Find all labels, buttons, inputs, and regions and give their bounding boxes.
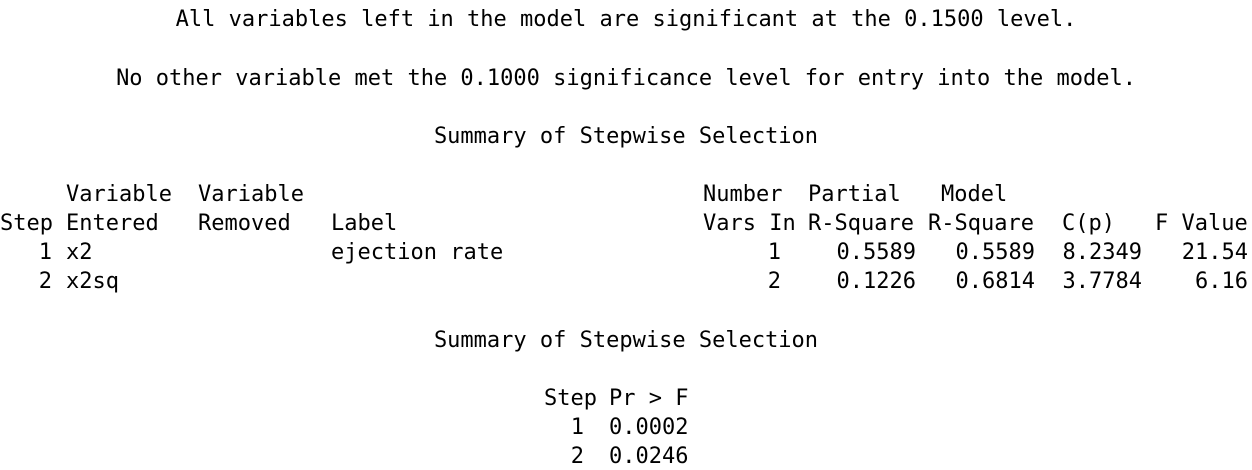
cell-entered: x2 bbox=[66, 240, 93, 265]
cell-entered: x2sq bbox=[66, 269, 119, 294]
cell-step: 2 bbox=[570, 444, 584, 469]
cell-vars-in: 2 bbox=[767, 269, 781, 294]
cell-step: 1 bbox=[570, 415, 584, 440]
header-entered: Entered bbox=[66, 211, 159, 236]
cell-pr-f: 0.0002 bbox=[609, 415, 689, 440]
header-removed: Removed bbox=[198, 211, 291, 236]
header-model: Model bbox=[941, 182, 1008, 207]
cell-cp: 8.2349 bbox=[1062, 240, 1142, 265]
header-step: Step bbox=[0, 211, 53, 236]
cell-step: 2 bbox=[38, 269, 52, 294]
summary-title: Summary of Stepwise Selection bbox=[433, 124, 819, 149]
header-partial-r-square: R-Square bbox=[808, 211, 914, 236]
header-number: Number bbox=[703, 182, 783, 207]
no-entry-message: No other variable met the 0.1000 signifi… bbox=[116, 66, 1136, 91]
cell-f-value: 6.16 bbox=[1195, 269, 1248, 294]
header-f-value: F Value bbox=[1155, 211, 1248, 236]
header-model-r-square: R-Square bbox=[928, 211, 1034, 236]
header-variable-entered: Variable bbox=[66, 182, 172, 207]
cell-cp: 3.7784 bbox=[1062, 269, 1142, 294]
summary-title: Summary of Stepwise Selection bbox=[433, 328, 819, 353]
cell-label: ejection rate bbox=[331, 240, 504, 265]
header-step: Step bbox=[544, 386, 597, 411]
header-partial: Partial bbox=[808, 182, 901, 207]
cell-f-value: 21.54 bbox=[1181, 240, 1248, 265]
significance-message: All variables left in the model are sign… bbox=[175, 7, 1077, 32]
cell-partial-r-square: 0.1226 bbox=[836, 269, 916, 294]
header-label: Label bbox=[331, 211, 398, 236]
header-cp: C(p) bbox=[1062, 211, 1115, 236]
cell-partial-r-square: 0.5589 bbox=[836, 240, 916, 265]
cell-model-r-square: 0.6814 bbox=[955, 269, 1035, 294]
cell-step: 1 bbox=[38, 240, 52, 265]
header-variable-removed: Variable bbox=[198, 182, 304, 207]
header-vars-in: Vars In bbox=[703, 211, 796, 236]
cell-pr-f: 0.0246 bbox=[609, 444, 689, 469]
cell-model-r-square: 0.5589 bbox=[955, 240, 1035, 265]
cell-vars-in: 1 bbox=[767, 240, 781, 265]
header-pr-f: Pr > F bbox=[609, 386, 689, 411]
